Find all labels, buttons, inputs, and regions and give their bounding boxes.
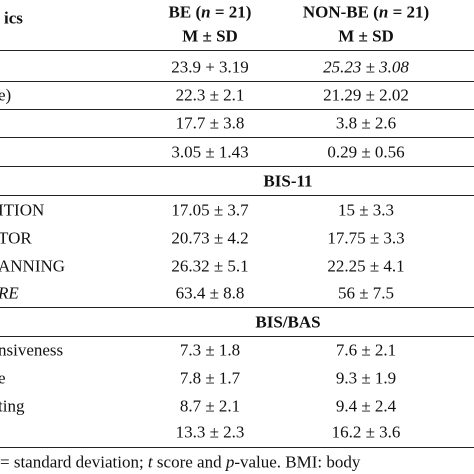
non-be-cell: 17.75 ± 3.3 bbox=[327, 228, 405, 248]
section-title: BIS/BAS bbox=[255, 312, 321, 332]
rule bbox=[0, 137, 474, 138]
be-cell: 20.73 ± 4.2 bbox=[171, 228, 249, 248]
footer-note-part: p bbox=[225, 452, 235, 472]
rule bbox=[0, 109, 474, 110]
non-be-cell: 9.3 ± 1.9 bbox=[335, 368, 397, 388]
be-title-part: n bbox=[201, 2, 211, 22]
section-title: BIS-11 bbox=[263, 171, 313, 191]
rule bbox=[0, 336, 474, 337]
be-cell: 23.9 + 3.19 bbox=[171, 57, 249, 77]
rule bbox=[0, 447, 474, 448]
be-cell: 13.3 ± 2.3 bbox=[175, 422, 245, 442]
be-cell: 7.3 ± 1.8 bbox=[179, 340, 241, 360]
non-be-cell: 56 ± 7.5 bbox=[337, 283, 395, 303]
non-be-cell: 25.23 ± 3.08 bbox=[323, 57, 409, 77]
be-cell: 7.8 ± 1.7 bbox=[179, 368, 241, 388]
non-be-cell: 0.29 ± 0.56 bbox=[327, 142, 405, 162]
be-cell: 8.7 ± 2.1 bbox=[179, 396, 241, 416]
rule bbox=[0, 307, 474, 308]
row-label: ITION bbox=[0, 200, 45, 220]
be-cell: 22.3 ± 2.1 bbox=[175, 85, 245, 105]
be-cell: 17.05 ± 3.7 bbox=[171, 200, 249, 220]
non-be-cell: 22.25 ± 4.1 bbox=[327, 256, 405, 276]
rule bbox=[0, 195, 474, 196]
row-label: ANNING bbox=[0, 256, 66, 276]
non-be-title-part: NON-BE ( bbox=[302, 2, 379, 22]
row-label: e bbox=[0, 368, 6, 388]
non-be-subtitle: M ± SD bbox=[338, 26, 394, 46]
be-title-part: BE ( bbox=[168, 2, 202, 22]
be-cell: 63.4 ± 8.8 bbox=[175, 283, 245, 303]
be-cell: 17.7 ± 3.8 bbox=[175, 113, 245, 133]
row-label: nsiveness bbox=[0, 340, 64, 360]
row-label: TOR bbox=[0, 228, 32, 248]
header-label: ics bbox=[4, 8, 23, 28]
rule bbox=[0, 166, 474, 167]
footer-note-part: t bbox=[147, 452, 153, 472]
non-be-cell: 16.2 ± 3.6 bbox=[331, 422, 401, 442]
non-be-cell: 7.6 ± 2.1 bbox=[335, 340, 397, 360]
non-be-cell: 3.8 ± 2.6 bbox=[335, 113, 397, 133]
non-be-cell: 15 ± 3.3 bbox=[337, 200, 395, 220]
non-be-title-part: n bbox=[378, 2, 389, 22]
be-subtitle: M ± SD bbox=[182, 26, 238, 46]
be-title: BE (n = 21) bbox=[169, 4, 252, 21]
non-be-cell: 21.29 ± 2.02 bbox=[323, 85, 409, 105]
be-cell: 3.05 ± 1.43 bbox=[171, 142, 249, 162]
rule bbox=[0, 81, 474, 82]
footer-note-part: score and bbox=[152, 452, 226, 472]
non-be-cell: 9.4 ± 2.4 bbox=[335, 396, 397, 416]
row-label: e) bbox=[0, 85, 12, 105]
non-be-title: NON-BE (n = 21) bbox=[303, 4, 429, 21]
row-label: ting bbox=[0, 396, 25, 416]
rule bbox=[0, 50, 474, 51]
non-be-title-part: = 21) bbox=[388, 2, 430, 22]
footer-note-part: = standard deviation; bbox=[0, 452, 148, 472]
be-title-part: = 21) bbox=[210, 2, 252, 22]
be-cell: 26.32 ± 5.1 bbox=[171, 256, 249, 276]
row-label: RE bbox=[0, 283, 19, 303]
footer-note-part: -value. BMI: body bbox=[234, 452, 361, 472]
footer-note: = standard deviation; t score and p-valu… bbox=[0, 454, 360, 471]
